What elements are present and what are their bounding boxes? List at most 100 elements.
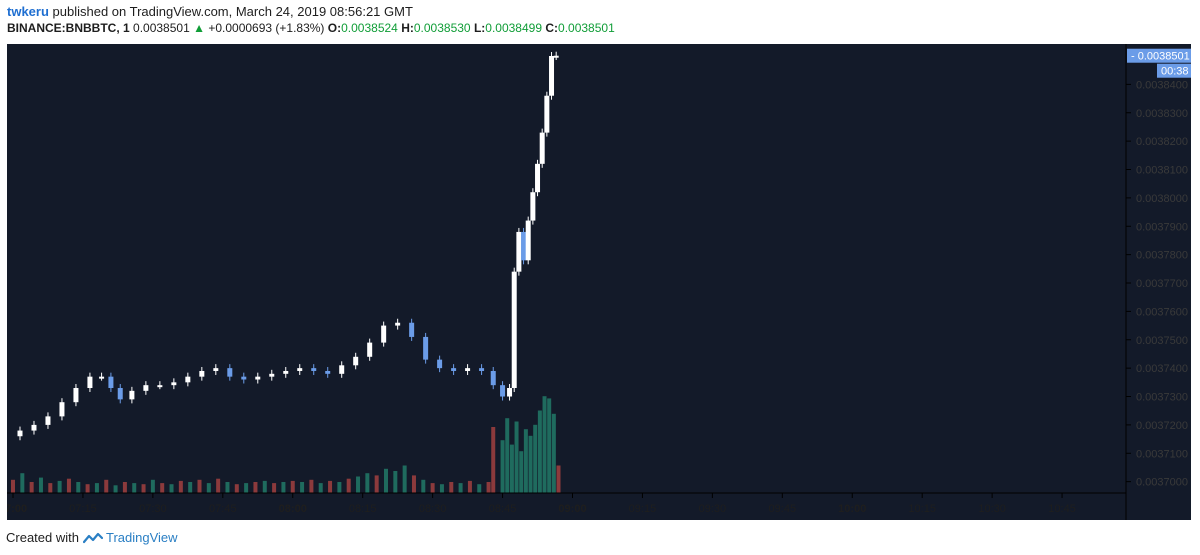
- low-value: 0.0038499: [485, 21, 542, 35]
- volume-bar: [421, 479, 426, 493]
- price-tick-label: 0.0037600: [1136, 306, 1188, 318]
- candle-body: [99, 376, 105, 379]
- price-tick-label: 0.0037200: [1136, 420, 1188, 432]
- candle-body: [367, 342, 373, 357]
- countdown-text: 00:38: [1161, 66, 1189, 78]
- volume-bar: [38, 477, 43, 493]
- author-name[interactable]: twkeru: [7, 4, 49, 19]
- volume-bar: [551, 413, 556, 493]
- volume-bar: [458, 483, 463, 493]
- close-label: C:: [545, 21, 559, 35]
- candle-body: [465, 368, 471, 371]
- volume-bar: [523, 429, 528, 493]
- price-tick-label: 0.0037800: [1136, 250, 1188, 262]
- volume-bar: [556, 465, 561, 493]
- time-tick-label: 10:00: [838, 503, 866, 515]
- price-change: +0.0000693 (+1.83%): [208, 21, 325, 35]
- candle-body: [311, 368, 317, 371]
- time-axis: 07:00 07:15 07:30 07:45 08:00 08:15 08:30 08:45…: [0, 493, 1076, 515]
- time-tick-label: 08:00: [279, 503, 307, 515]
- volume-bar: [356, 476, 361, 493]
- last-price: 0.0038501: [133, 21, 190, 35]
- high-value: 0.0038530: [413, 21, 471, 35]
- last-price-badge-text: - 0.0038501: [1131, 51, 1190, 63]
- candle-body: [535, 163, 541, 193]
- candle-body: [241, 376, 247, 380]
- time-tick-label: 07:00: [7, 503, 27, 515]
- price-tick-label: 0.0038000: [1136, 193, 1188, 205]
- high-label: H:: [401, 21, 414, 35]
- countdown-badge: [1157, 63, 1191, 78]
- candle-body: [213, 368, 219, 371]
- candle-body: [199, 370, 205, 377]
- publish-line: twkeru published on TradingView.com, Mar…: [7, 4, 413, 19]
- volume-bar: [113, 485, 118, 493]
- published-text: published on TradingView.com, March 24, …: [52, 4, 413, 19]
- time-tick-label: 09:45: [769, 503, 797, 515]
- price-tick-label: 0.0037900: [1136, 221, 1188, 233]
- candle-body: [255, 376, 261, 380]
- candle-body: [157, 385, 163, 388]
- volume-bar: [430, 483, 435, 493]
- candle-body: [129, 390, 135, 400]
- candle-body: [549, 56, 555, 96]
- volume-bar: [216, 478, 221, 493]
- volume-bar: [272, 483, 277, 493]
- volume-bar: [449, 482, 454, 493]
- candle-body: [423, 336, 429, 360]
- volume-bar: [85, 484, 90, 493]
- volume-bar: [365, 473, 370, 493]
- volume-bar: [318, 483, 323, 493]
- open-value: 0.0038524: [341, 21, 398, 35]
- volume-bar: [542, 396, 547, 493]
- candle-body: [108, 376, 114, 389]
- volume-bar: [505, 418, 510, 493]
- footer: Created with TradingView: [6, 530, 178, 545]
- volume-bar: [20, 473, 25, 493]
- volume-bar: [384, 468, 388, 493]
- price-labels: - 0.0038501 00:38: [1127, 48, 1191, 78]
- candle-body: [381, 325, 387, 343]
- volume-bar: [402, 465, 407, 493]
- candle-body: [353, 356, 359, 366]
- price-chart[interactable]: 0.0037000 0.0037100 0.0037200 0.0037300 0.00…: [0, 44, 1191, 520]
- volume-bar: [393, 471, 398, 493]
- candle-body: [45, 416, 51, 425]
- volume-bar: [537, 410, 542, 493]
- price-axis: 0.0037000 0.0037100 0.0037200 0.0037300 0.00…: [1126, 79, 1188, 489]
- candle-body: [437, 359, 443, 369]
- volume-bar: [48, 483, 53, 493]
- time-tick-label: 09:30: [699, 503, 727, 515]
- volume-bar: [66, 478, 71, 493]
- price-tick-label: 0.0038200: [1136, 136, 1188, 148]
- volume-bar: [76, 482, 81, 493]
- candle-body: [553, 55, 559, 58]
- volume-bar: [94, 483, 99, 493]
- volume-bar: [337, 482, 342, 493]
- tradingview-brand[interactable]: TradingView: [105, 530, 178, 545]
- time-tick-label: 07:30: [139, 503, 167, 515]
- price-tick-label: 0.0037300: [1136, 392, 1188, 404]
- time-tick-label: 08:45: [489, 503, 517, 515]
- candle-body: [525, 220, 531, 261]
- price-tick-label: 0.0038100: [1136, 165, 1188, 177]
- candle-body: [143, 385, 149, 391]
- volume-bar: [374, 475, 379, 493]
- volume-bar: [290, 480, 295, 493]
- volume-bar: [188, 482, 193, 493]
- volume-bar: [309, 479, 314, 493]
- volume-bar: [477, 484, 482, 493]
- candle-body: [283, 370, 289, 374]
- volume-bar: [29, 482, 34, 493]
- price-tick-label: 0.0037400: [1136, 363, 1188, 375]
- volume-bar: [514, 421, 519, 493]
- candle-body: [500, 385, 506, 397]
- candle-body: [117, 388, 123, 400]
- volume-bar: [132, 483, 137, 493]
- candle-body: [59, 402, 65, 417]
- chart-container[interactable]: 0.0037000 0.0037100 0.0037200 0.0037300 0.00…: [0, 44, 1191, 520]
- time-tick-label: 10:15: [908, 503, 936, 515]
- tradingview-logo-icon: [82, 532, 103, 543]
- volume-bar: [491, 427, 496, 493]
- price-tick-label: 0.0038400: [1136, 79, 1188, 91]
